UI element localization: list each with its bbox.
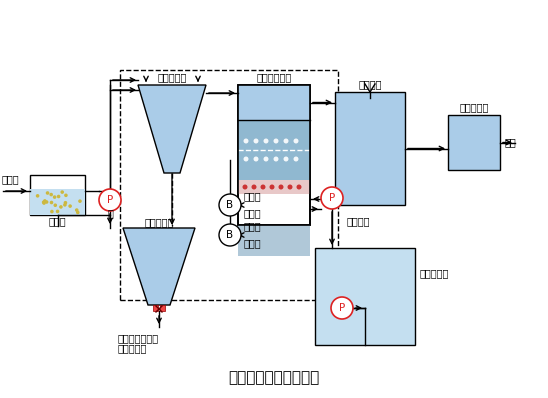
Text: B: B <box>226 230 233 240</box>
Text: 污泥处理设备或: 污泥处理设备或 <box>118 333 159 343</box>
Text: 放流: 放流 <box>505 137 517 148</box>
Circle shape <box>264 139 269 144</box>
Circle shape <box>45 200 48 204</box>
Bar <box>30 175 85 215</box>
Text: 曝气用: 曝气用 <box>244 221 261 231</box>
Bar <box>448 115 500 170</box>
Circle shape <box>321 187 343 209</box>
Bar <box>153 305 158 311</box>
Circle shape <box>56 210 59 213</box>
Circle shape <box>288 185 293 189</box>
Circle shape <box>264 156 269 162</box>
Circle shape <box>64 201 67 205</box>
Circle shape <box>60 190 64 194</box>
Text: 曝气生物滤池: 曝气生物滤池 <box>256 72 292 82</box>
Circle shape <box>219 224 241 246</box>
Circle shape <box>49 193 53 196</box>
Bar <box>238 120 310 180</box>
Circle shape <box>76 211 79 214</box>
Text: 初次沉淀池: 初次沉淀池 <box>157 72 187 82</box>
Circle shape <box>68 204 72 208</box>
Bar <box>335 92 405 205</box>
Circle shape <box>50 210 54 213</box>
Bar <box>315 248 415 345</box>
Polygon shape <box>123 228 195 305</box>
Circle shape <box>75 208 78 212</box>
Circle shape <box>42 201 45 204</box>
Circle shape <box>63 203 67 207</box>
Circle shape <box>59 205 62 209</box>
Circle shape <box>260 185 265 189</box>
Circle shape <box>50 201 53 204</box>
Circle shape <box>273 139 278 144</box>
Text: P: P <box>107 195 113 205</box>
Text: P: P <box>339 303 345 313</box>
Text: 污泥浓缩池: 污泥浓缩池 <box>144 217 174 227</box>
Circle shape <box>243 185 248 189</box>
Bar <box>238 85 310 225</box>
Circle shape <box>57 195 60 198</box>
Text: 沉砂池: 沉砂池 <box>49 216 66 226</box>
Text: P: P <box>329 193 335 203</box>
Circle shape <box>254 156 259 162</box>
Text: 空压机: 空压机 <box>244 238 261 248</box>
Bar <box>238 225 310 256</box>
Circle shape <box>36 194 39 198</box>
Circle shape <box>243 156 248 162</box>
Text: 反冲洗水: 反冲洗水 <box>347 216 370 226</box>
Polygon shape <box>138 85 206 173</box>
Circle shape <box>54 203 57 207</box>
Circle shape <box>270 185 275 189</box>
Text: 反冲用: 反冲用 <box>244 191 261 201</box>
Bar <box>120 70 338 300</box>
Bar <box>238 180 310 194</box>
Text: 反冲洗水池: 反冲洗水池 <box>420 268 449 278</box>
Circle shape <box>219 194 241 216</box>
Text: 空压机: 空压机 <box>244 208 261 218</box>
Bar <box>238 85 310 120</box>
Circle shape <box>283 139 288 144</box>
Circle shape <box>43 199 47 203</box>
Circle shape <box>278 185 283 189</box>
Circle shape <box>45 191 49 195</box>
Circle shape <box>294 156 299 162</box>
Circle shape <box>243 139 248 144</box>
Text: 原污水: 原污水 <box>2 174 20 184</box>
Text: 处理水池: 处理水池 <box>358 79 382 89</box>
Circle shape <box>283 156 288 162</box>
Text: 投氧混合池: 投氧混合池 <box>459 102 489 112</box>
Circle shape <box>252 185 256 189</box>
Circle shape <box>296 185 301 189</box>
Circle shape <box>42 201 46 205</box>
Circle shape <box>53 195 56 199</box>
Bar <box>160 305 165 311</box>
Bar <box>30 189 85 215</box>
Circle shape <box>294 139 299 144</box>
Circle shape <box>64 193 68 197</box>
Text: B: B <box>226 200 233 210</box>
Circle shape <box>254 139 259 144</box>
Circle shape <box>99 189 121 211</box>
Bar <box>238 85 310 225</box>
Circle shape <box>78 199 82 203</box>
Circle shape <box>331 297 353 319</box>
Text: 泵: 泵 <box>107 208 113 218</box>
Circle shape <box>273 156 278 162</box>
Text: 系统外排放: 系统外排放 <box>118 343 147 353</box>
Text: 生物滤池污水处理系统: 生物滤池污水处理系统 <box>229 370 319 385</box>
